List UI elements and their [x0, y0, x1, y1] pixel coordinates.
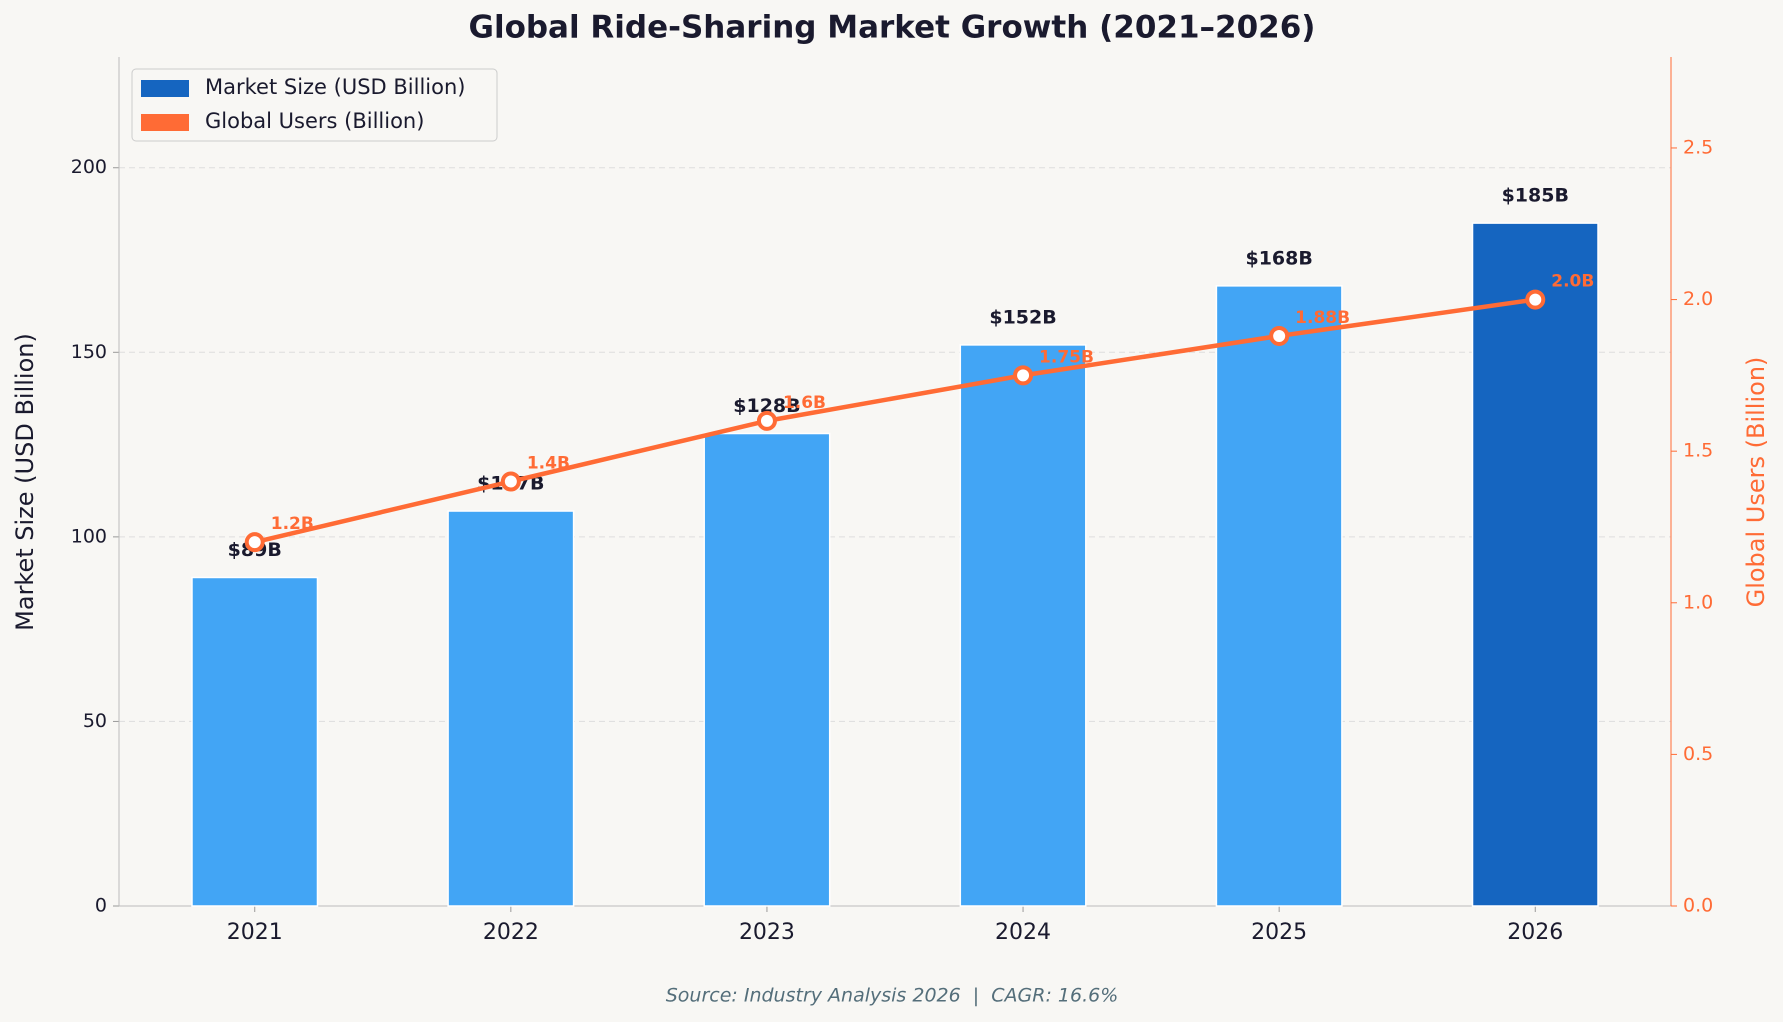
- bar-value-label: $128B: [733, 395, 800, 417]
- line-value-label: 1.75B: [1039, 347, 1094, 367]
- chart-title: Global Ride-Sharing Market Growth (2021–…: [469, 10, 1316, 46]
- y-tick-label: 50: [83, 710, 107, 732]
- x-tick-label: 2026: [1507, 920, 1563, 945]
- line-value-label: 1.88B: [1295, 308, 1350, 328]
- bar: [1471, 222, 1599, 907]
- bar-value-label: $185B: [1502, 185, 1569, 207]
- bar-value-label: $168B: [1245, 247, 1312, 269]
- bar: [1215, 285, 1343, 907]
- y2-tick-label: 1.0: [1683, 591, 1713, 613]
- bar-value-label: $152B: [989, 306, 1056, 328]
- line-value-label: 1.2B: [271, 514, 314, 534]
- x-tick-label: 2024: [995, 920, 1051, 945]
- x-tick-label: 2021: [227, 920, 283, 945]
- legend-swatch: [141, 114, 189, 131]
- footnote: Source: Industry Analysis 2026 | CAGR: 1…: [666, 985, 1119, 1007]
- line-point: [1013, 365, 1034, 386]
- legend-box: [131, 68, 498, 142]
- y2-tick-label: 1.5: [1683, 440, 1713, 462]
- line-point: [1525, 289, 1546, 310]
- y-axis-title: Market Size (USD Billion): [11, 333, 39, 631]
- bar: [191, 576, 319, 907]
- line-point: [500, 471, 521, 492]
- line-value-label: 2.0B: [1551, 272, 1594, 292]
- line-value-label: 1.6B: [783, 393, 826, 413]
- bar: [703, 432, 831, 907]
- y-tick-label: 150: [71, 341, 107, 363]
- legend-label: Market Size (USD Billion): [205, 75, 465, 99]
- y-tick-label: 100: [71, 525, 107, 547]
- bar: [959, 344, 1087, 907]
- bar: [447, 510, 575, 907]
- y2-tick-label: 2.0: [1683, 288, 1713, 310]
- y2-axis-title: Global Users (Billion): [1742, 357, 1770, 608]
- y2-tick-label: 2.5: [1683, 136, 1713, 158]
- x-tick-label: 2022: [483, 920, 539, 945]
- line: [254, 297, 1536, 545]
- x-tick-label: 2023: [739, 920, 795, 945]
- y2-tick-label: 0.0: [1683, 895, 1713, 917]
- legend-swatch: [141, 80, 189, 97]
- y2-tick-label: 0.5: [1683, 743, 1713, 765]
- legend-label: Global Users (Billion): [205, 109, 424, 133]
- y-tick-label: 0: [95, 895, 107, 917]
- y-tick-label: 200: [71, 156, 107, 178]
- line-value-label: 1.4B: [527, 454, 570, 474]
- line-point: [1269, 325, 1290, 346]
- x-tick-label: 2025: [1251, 920, 1307, 945]
- line-point: [244, 532, 265, 553]
- line-point: [756, 410, 777, 431]
